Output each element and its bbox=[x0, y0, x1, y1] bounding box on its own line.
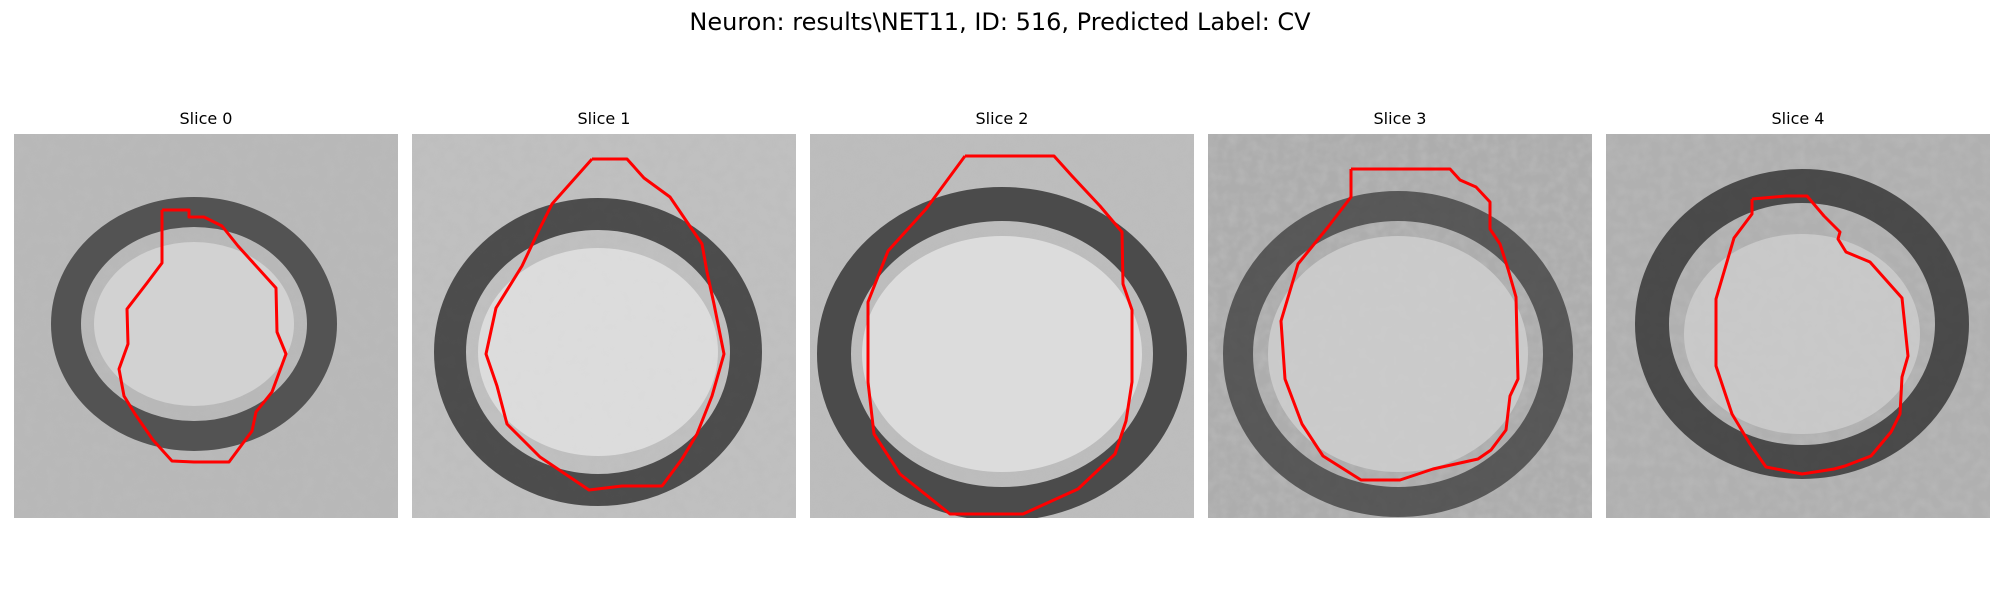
slice-image bbox=[810, 134, 1194, 518]
slice-image bbox=[14, 134, 398, 518]
figure-title: Neuron: results\NET11, ID: 516, Predicte… bbox=[689, 8, 1311, 36]
contour-line bbox=[866, 154, 1134, 516]
membrane-ring bbox=[1223, 191, 1573, 517]
vesicle-interior bbox=[478, 248, 718, 456]
slice-title: Slice 0 bbox=[179, 109, 233, 128]
contour-line bbox=[484, 157, 726, 492]
slice-panel-0: Slice 0 bbox=[14, 108, 398, 520]
vesicle-interior bbox=[1684, 234, 1920, 434]
vesicle-interior bbox=[862, 236, 1142, 472]
contour-line bbox=[117, 208, 288, 464]
slice-title: Slice 3 bbox=[1373, 109, 1427, 128]
slice-title: Slice 2 bbox=[975, 109, 1029, 128]
contour-line bbox=[1279, 167, 1520, 482]
vesicle-interior bbox=[94, 242, 294, 406]
membrane-ring bbox=[1635, 169, 1969, 479]
slice-image bbox=[1208, 134, 1592, 518]
slice-title: Slice 4 bbox=[1771, 109, 1825, 128]
slice-image bbox=[1606, 134, 1990, 518]
slice-image bbox=[412, 134, 796, 518]
membrane-ring bbox=[51, 197, 337, 451]
membrane-ring bbox=[817, 187, 1187, 518]
contour-line bbox=[1714, 194, 1910, 476]
slice-panel-1: Slice 1 bbox=[412, 108, 796, 520]
slice-title: Slice 1 bbox=[577, 109, 631, 128]
slice-panel-2: Slice 2 bbox=[810, 108, 1194, 520]
vesicle-interior bbox=[1268, 236, 1528, 472]
slice-panel-4: Slice 4 bbox=[1606, 108, 1990, 520]
slice-panel-3: Slice 3 bbox=[1208, 108, 1592, 520]
